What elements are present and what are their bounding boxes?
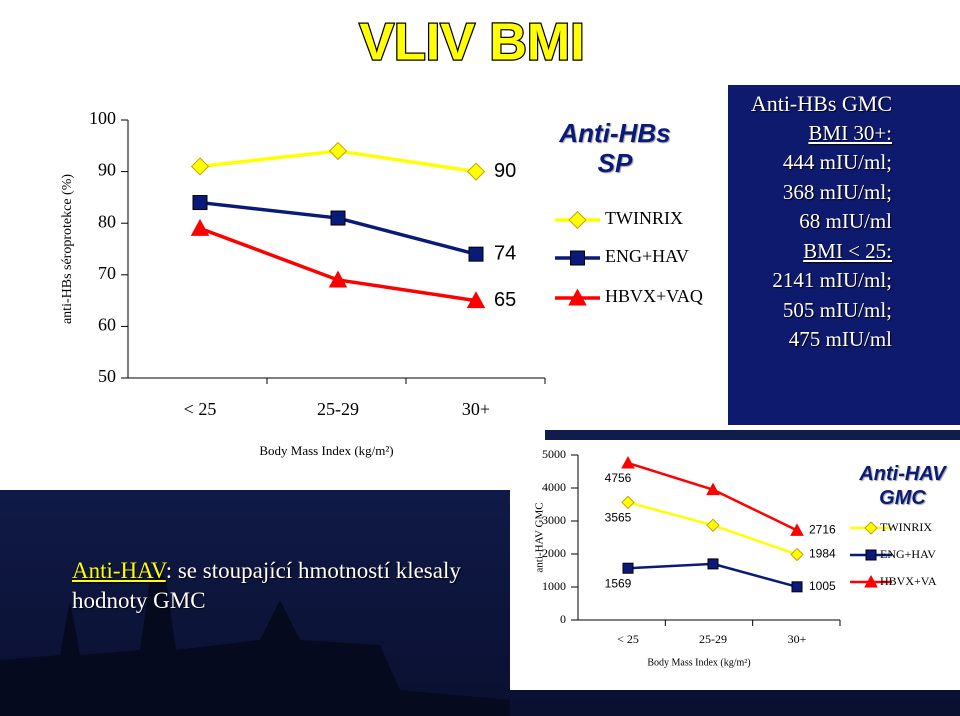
gmc-title: Anti-HBs GMC	[750, 91, 892, 116]
marker	[568, 288, 587, 306]
note-highlight: Anti-HAV	[72, 558, 166, 583]
legend-label: HBVX+VA	[880, 574, 937, 588]
x-axis-label: Body Mass Index (kg/m²)	[259, 443, 393, 458]
marker	[192, 195, 208, 211]
legend-label: HBVX+VAQ	[605, 286, 703, 306]
gmc-line: 505 mIU/ml;	[782, 297, 892, 322]
y-tick-label: 60	[98, 315, 116, 335]
data-label: 1569	[605, 576, 632, 590]
legend-label: ENG+HAV	[605, 246, 689, 266]
marker	[190, 218, 210, 236]
data-label: 90	[494, 160, 516, 182]
marker	[190, 157, 210, 176]
marker	[621, 456, 635, 469]
marker	[622, 562, 634, 574]
data-label: 1984	[809, 547, 836, 561]
x-tick-label: 25-29	[699, 632, 727, 646]
marker	[706, 518, 720, 532]
x-tick-label: < 25	[184, 399, 217, 419]
gmc-line: BMI 30+:	[808, 120, 892, 145]
marker	[570, 250, 585, 266]
gmc-line: BMI < 25:	[803, 238, 892, 263]
marker	[466, 291, 486, 309]
marker	[706, 482, 720, 496]
gmc-line: 444 mIU/ml;	[782, 150, 892, 174]
data-label: 4756	[605, 471, 632, 485]
marker	[466, 162, 486, 181]
y-axis-label: anti-HBs séroprotekce (%)	[60, 174, 75, 324]
x-tick-label: 25-29	[317, 399, 359, 419]
data-label: 3565	[605, 511, 632, 525]
slide-title: VLIV BMI	[359, 14, 584, 72]
x-axis-label: Body Mass Index (kg/m²)	[647, 657, 750, 668]
y-tick-label: 80	[98, 211, 116, 231]
legend-title: Anti-HAV GMC	[859, 463, 946, 509]
marker	[328, 270, 348, 288]
gmc-line: 2141 mIU/ml;	[772, 268, 892, 292]
note-text: : se stoupající hmotností klesaly hodnot…	[72, 558, 461, 613]
y-axis-label: anti-HAV GMC	[534, 502, 546, 572]
legend-label: TWINRIX	[605, 208, 683, 228]
gmc-lines: BMI 30+: 444 mIU/ml; 368 mIU/ml; 68 mIU/ml B…	[728, 119, 892, 355]
marker	[790, 523, 804, 536]
data-label: 65	[494, 289, 516, 311]
y-tick-label: 50	[98, 366, 116, 386]
marker	[865, 549, 877, 561]
data-label: 74	[494, 242, 516, 264]
marker	[328, 141, 348, 161]
silhouette	[0, 570, 510, 716]
marker	[468, 246, 484, 262]
note: Anti-HAV: se stoupající hmotností klesal…	[72, 556, 492, 616]
y-tick-label: 70	[98, 263, 116, 283]
y-tick-label: 4000	[542, 480, 566, 494]
marker	[568, 210, 587, 230]
marker	[791, 581, 803, 593]
y-tick-label: 5000	[542, 447, 566, 461]
legend-title: Anti-HBs SP	[559, 118, 671, 178]
legend-label: TWINRIX	[880, 520, 932, 534]
y-tick-label: 0	[560, 612, 566, 626]
y-tick-label: 100	[89, 108, 116, 128]
data-label: 1005	[809, 579, 836, 593]
marker	[864, 574, 878, 588]
marker	[864, 521, 878, 535]
x-tick-label: 30+	[462, 399, 490, 419]
y-tick-label: 1000	[542, 579, 566, 593]
y-tick-label: 2000	[542, 546, 566, 560]
y-tick-label: 90	[98, 160, 116, 180]
marker	[707, 558, 719, 570]
marker	[790, 547, 804, 562]
panel	[510, 440, 960, 690]
marker	[621, 495, 635, 510]
gmc-line: 368 mIU/ml;	[782, 179, 892, 204]
x-tick-label: < 25	[617, 632, 639, 646]
marker	[330, 210, 346, 226]
gmc-line: 475 mIU/ml	[788, 327, 892, 351]
y-tick-label: 3000	[542, 513, 566, 527]
legend-label: ENG+HAV	[880, 547, 936, 561]
panel	[0, 0, 545, 490]
gmc-box: Anti-HBs GMC BMI 30+: 444 mIU/ml; 368 mIU/…	[728, 85, 960, 425]
x-tick-label: 30+	[788, 632, 807, 646]
gmc-line: 68 mIU/ml	[799, 209, 892, 233]
data-label: 2716	[809, 523, 836, 537]
